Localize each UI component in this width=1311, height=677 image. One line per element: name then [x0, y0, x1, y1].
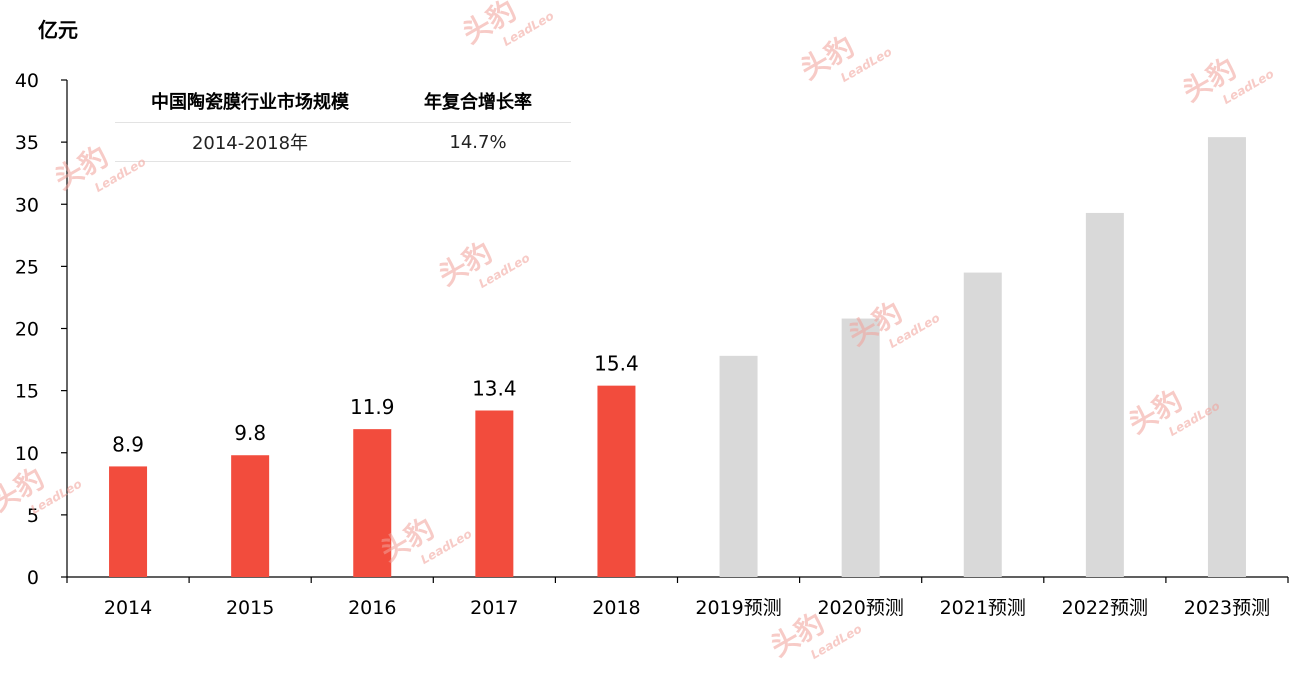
cagr-header-growth-rate: 年复合增长率 [385, 80, 571, 123]
y-tick-label: 20 [15, 319, 39, 341]
y-tick-label: 30 [15, 194, 39, 216]
x-category-label: 2020预测 [817, 597, 903, 619]
bar-2017 [475, 410, 514, 577]
bar-2018 [597, 385, 636, 577]
bar-2021预测 [963, 272, 1002, 577]
bar-data-label: 9.8 [234, 421, 266, 445]
x-category-label: 2014 [104, 597, 152, 619]
y-tick-label: 40 [15, 70, 39, 92]
bar-data-label: 15.4 [594, 352, 639, 376]
y-tick-label: 10 [15, 443, 39, 465]
x-category-label: 2017 [470, 597, 518, 619]
cagr-value: 14.7% [385, 122, 571, 162]
y-tick-label: 5 [27, 505, 39, 527]
bar-2023预测 [1207, 137, 1246, 577]
x-category-label: 2019预测 [695, 597, 781, 619]
bar-data-label: 11.9 [350, 395, 395, 419]
y-tick-label: 15 [15, 381, 39, 403]
cagr-period: 2014-2018年 [115, 122, 385, 162]
bar-chart: 0 5 10 15 20 25 30 35 40 2014 8.9 2015 9.8 2016 11.9 20… [15, 70, 1289, 619]
bar-data-label: 8.9 [112, 432, 144, 456]
bar-2016 [353, 429, 392, 577]
bar-2019预测 [719, 355, 758, 577]
y-tick-label: 25 [15, 256, 39, 278]
x-category-label: 2016 [348, 597, 396, 619]
bar-data-label: 13.4 [472, 377, 517, 401]
cagr-table: 中国陶瓷膜行业市场规模 年复合增长率 2014-2018年 14.7% [115, 80, 571, 162]
x-category-label: 2015 [226, 597, 274, 619]
bar-2022预测 [1085, 212, 1124, 577]
x-category-label: 2023预测 [1184, 597, 1270, 619]
bar-2014 [109, 466, 148, 577]
y-tick-label: 35 [15, 132, 39, 154]
bar-2020预测 [841, 318, 880, 577]
x-category-label: 2022预测 [1062, 597, 1148, 619]
cagr-header-market-size: 中国陶瓷膜行业市场规模 [115, 80, 385, 123]
x-category-label: 2018 [592, 597, 640, 619]
y-axis-unit-label: 亿元 [38, 18, 78, 42]
y-tick-label: 0 [27, 567, 39, 589]
bar-2015 [231, 455, 270, 577]
cagr-row: 2014-2018年 14.7% [115, 122, 571, 162]
x-category-label: 2021预测 [940, 597, 1026, 619]
